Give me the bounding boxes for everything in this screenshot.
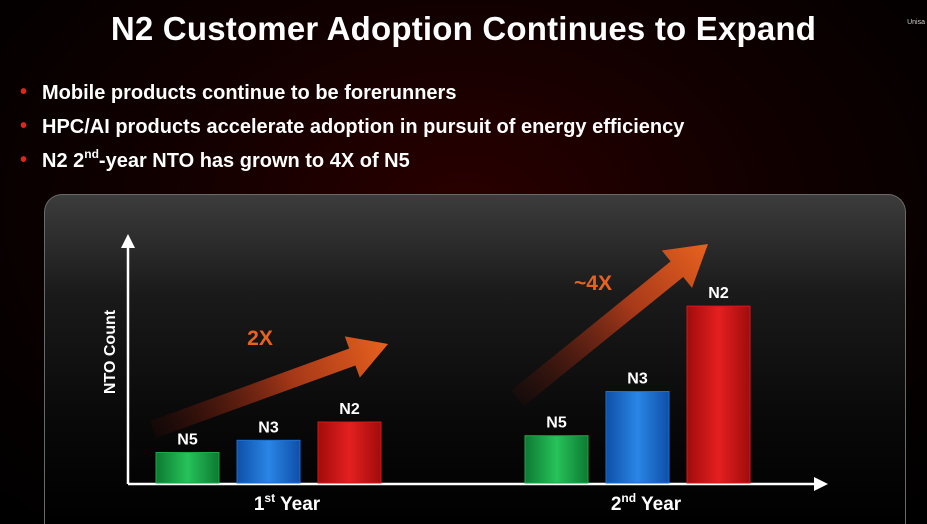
bar-n2-group2 <box>686 305 751 484</box>
bullet-item: • HPC/AI products accelerate adoption in… <box>20 115 685 138</box>
bar-label-n5: N5 <box>546 415 567 432</box>
bullet-dot-icon: • <box>20 115 28 137</box>
bullet-dot-icon: • <box>20 81 28 103</box>
slide-title: N2 Customer Adoption Continues to Expand <box>110 10 817 47</box>
logo: Unisa <box>907 19 925 26</box>
bar-label-n5: N5 <box>177 432 198 449</box>
bar-n3-group2 <box>605 391 670 484</box>
category-label-group1: 1st Year <box>254 491 321 515</box>
growth-arrow-year2 <box>511 244 708 406</box>
bar-label-n2: N2 <box>339 401 360 418</box>
bar-n3-group1 <box>236 439 301 484</box>
growth-label-group2: ~4X <box>574 272 612 295</box>
bar-n2-group1 <box>317 421 382 484</box>
y-axis-label: NTO Count <box>102 309 119 394</box>
bars-layer <box>155 305 751 484</box>
bar-n5-group2 <box>524 435 589 484</box>
growth-arrow-year1 <box>149 336 388 438</box>
category-label-group2: 2nd Year <box>611 491 682 515</box>
labels-layer: N5 N3 N2 1st Year 2X N5 N3 N2 2nd Year ~4X <box>177 272 729 515</box>
bar-label-n3: N3 <box>258 419 279 436</box>
bar-label-n2: N2 <box>708 285 729 302</box>
bullet-dot-icon: • <box>20 149 28 171</box>
bar-n5-group1 <box>155 452 220 484</box>
growth-label-group1: 2X <box>247 327 273 350</box>
bar-label-n3: N3 <box>627 371 648 388</box>
bullet-item: • Mobile products continue to be forerun… <box>20 81 457 104</box>
bullet-list: • Mobile products continue to be forerun… <box>18 81 685 185</box>
x-axis-arrow-icon <box>814 477 828 491</box>
y-axis-arrow-icon <box>121 234 135 248</box>
bullet-item: • N2 2nd-year NTO has grown to 4X of N5 <box>20 147 410 172</box>
